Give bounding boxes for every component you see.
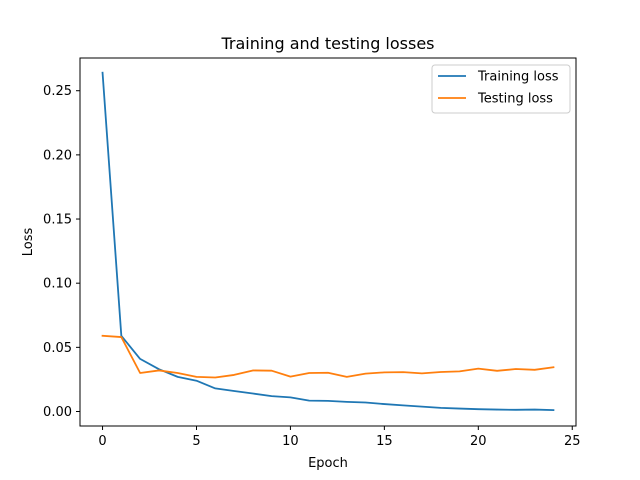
x-tick-label: 15 [376,434,393,449]
y-tick-label: 0.05 [43,341,72,356]
y-tick-label: 0.00 [43,405,72,420]
y-tick-label: 0.25 [43,84,72,99]
legend-box [431,64,571,114]
testing-loss-line [101,334,555,379]
training-loss-legend-label: Training loss [477,70,559,85]
legend: Training loss Testing loss [431,64,571,114]
y-tick-label: 0.20 [43,148,72,163]
x-tick-label: 5 [192,434,200,449]
y-tick-label: 0.10 [43,277,72,292]
y-tick-label: 0.15 [43,213,72,228]
y-axis-ticks: 0.00 0.05 0.10 0.15 0.20 0.25 [43,84,80,420]
y-axis-label: Loss [21,228,36,257]
testing-loss-legend-label: Testing loss [477,92,553,107]
chart-title: Training and testing losses [220,34,434,53]
series-layer [101,71,555,412]
training-loss-line [101,71,555,412]
axes-frame [79,57,577,427]
x-tick-label: 25 [564,434,581,449]
x-tick-label: 20 [470,434,487,449]
x-tick-label: 10 [282,434,299,449]
x-axis-label: Epoch [308,456,348,471]
x-tick-label: 0 [98,434,106,449]
x-axis-ticks: 0 5 10 15 20 25 [98,426,581,449]
